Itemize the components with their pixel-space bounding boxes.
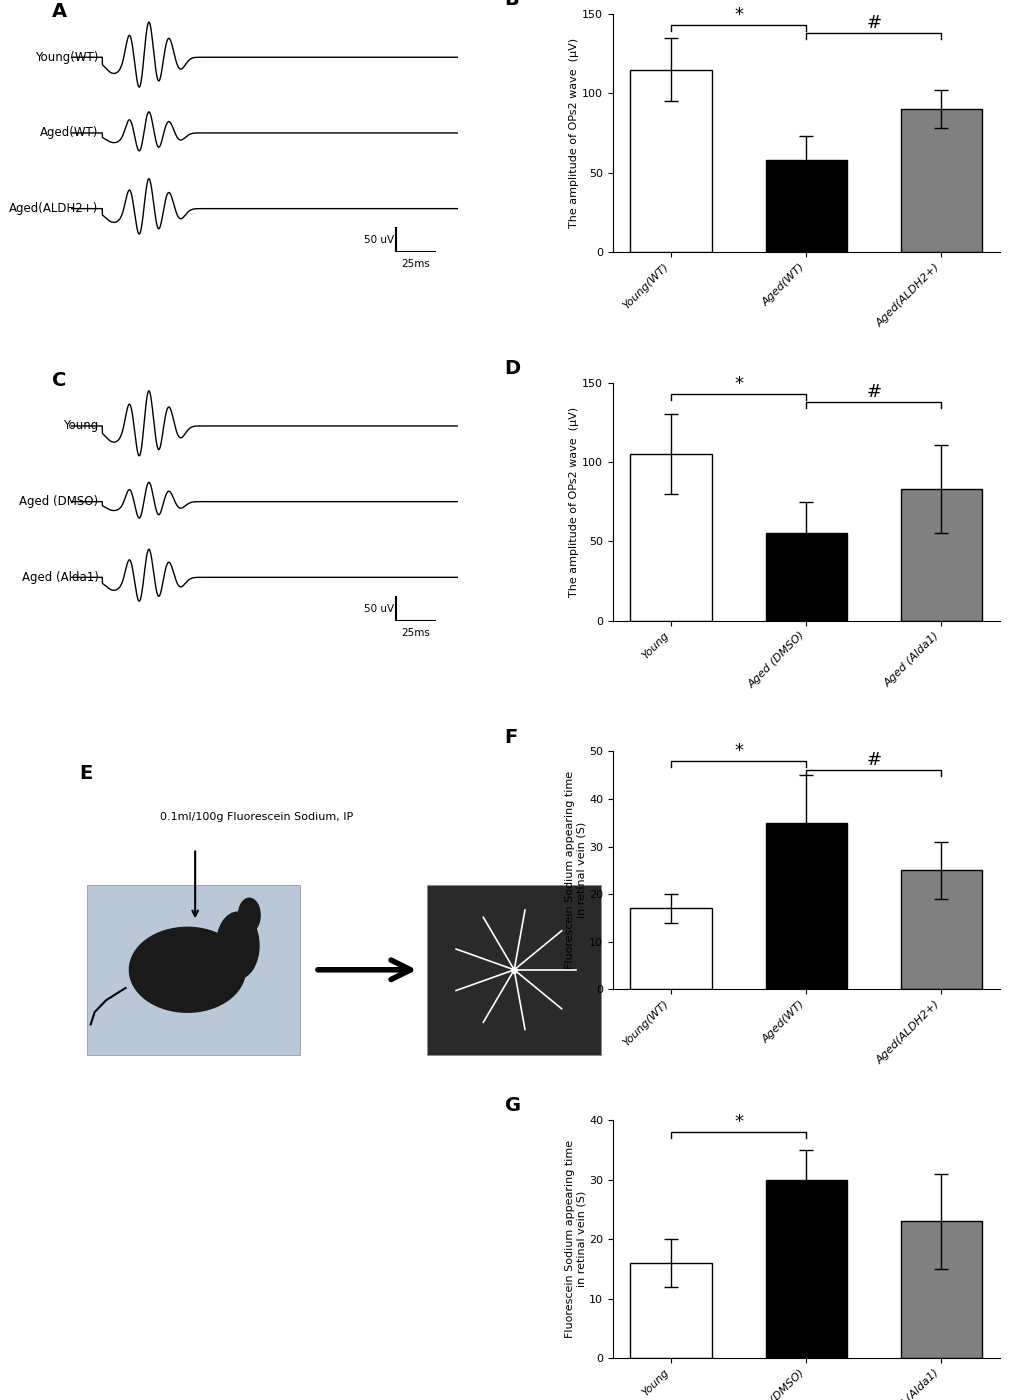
Text: 25ms: 25ms xyxy=(400,629,430,638)
Y-axis label: Fluorescein Sodium appearing time
in retinal vein (S): Fluorescein Sodium appearing time in ret… xyxy=(565,1140,586,1338)
Bar xyxy=(900,871,981,990)
Y-axis label: The amplitude of OPs2 wave  (μV): The amplitude of OPs2 wave (μV) xyxy=(569,38,579,228)
Text: #: # xyxy=(865,752,880,769)
Bar xyxy=(630,454,711,620)
Text: *: * xyxy=(734,742,743,760)
Bar xyxy=(765,1180,846,1358)
Text: 50 uV: 50 uV xyxy=(364,235,393,245)
Bar xyxy=(630,1263,711,1358)
Text: A: A xyxy=(52,3,67,21)
Text: G: G xyxy=(504,1096,520,1116)
Bar xyxy=(630,909,711,990)
Text: 50 uV: 50 uV xyxy=(364,603,393,613)
Bar xyxy=(765,160,846,252)
Bar xyxy=(630,70,711,252)
Text: #: # xyxy=(865,14,880,32)
Text: F: F xyxy=(504,728,518,746)
Text: 25ms: 25ms xyxy=(400,259,430,269)
Text: E: E xyxy=(79,763,93,783)
Text: Aged (DMSO): Aged (DMSO) xyxy=(19,496,99,508)
Text: Young(WT): Young(WT) xyxy=(35,50,99,64)
Circle shape xyxy=(216,913,259,979)
Text: C: C xyxy=(52,371,66,389)
Y-axis label: Fluorescein Sodium appearing time
in retinal vein (S): Fluorescein Sodium appearing time in ret… xyxy=(565,771,586,969)
Text: Aged(WT): Aged(WT) xyxy=(40,126,99,140)
Ellipse shape xyxy=(129,927,246,1012)
FancyBboxPatch shape xyxy=(427,885,600,1054)
Text: #: # xyxy=(865,382,880,400)
Text: B: B xyxy=(504,0,519,10)
Circle shape xyxy=(238,899,260,932)
Bar xyxy=(765,823,846,990)
Text: 0.1ml/100g Fluorescein Sodium, IP: 0.1ml/100g Fluorescein Sodium, IP xyxy=(160,812,354,822)
Text: *: * xyxy=(734,6,743,24)
Text: *: * xyxy=(734,1113,743,1131)
Text: Aged(ALDH2+): Aged(ALDH2+) xyxy=(9,202,99,216)
Text: D: D xyxy=(504,358,520,378)
Bar xyxy=(765,533,846,620)
FancyBboxPatch shape xyxy=(87,885,300,1054)
Text: Aged (Alda1): Aged (Alda1) xyxy=(21,571,99,584)
Bar xyxy=(900,109,981,252)
Bar xyxy=(900,489,981,620)
Y-axis label: The amplitude of OPs2 wave  (μV): The amplitude of OPs2 wave (μV) xyxy=(569,406,579,596)
Text: Young: Young xyxy=(63,420,99,433)
Text: *: * xyxy=(734,375,743,392)
Bar xyxy=(900,1221,981,1358)
